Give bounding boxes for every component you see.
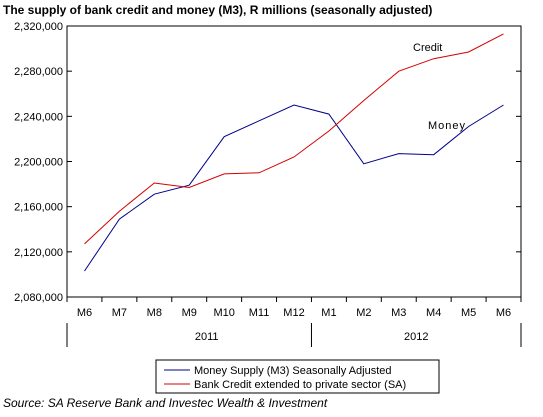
legend-box [155, 359, 440, 394]
x-tick-label: M8 [147, 307, 162, 319]
x-tick-label: M6 [496, 307, 511, 319]
plot-frame [66, 25, 522, 298]
y-tick-label: 2,120,000 [14, 247, 63, 259]
x-tick-label: M12 [283, 307, 304, 319]
chart-title: The supply of bank credit and money (M3)… [3, 3, 433, 17]
legend: Money Supply (M3) Seasonally Adjusted Ban… [155, 359, 440, 394]
x-tick-label: M11 [249, 307, 270, 319]
x-tick-label: M10 [213, 307, 234, 319]
year-label: 2012 [404, 331, 428, 343]
x-tick-label: M5 [461, 307, 476, 319]
x-tick-label: M9 [182, 307, 197, 319]
y-tick-label: 2,080,000 [14, 292, 63, 304]
x-tick-label: M6 [77, 307, 92, 319]
x-tick-label: M7 [112, 307, 127, 319]
axes: 2,080,000 2,120,000 2,160,000 2,200,000 2,24… [14, 21, 522, 347]
x-tick-label: M4 [426, 307, 441, 319]
series-line-credit [84, 33, 504, 245]
source-note: Source: SA Reserve Bank and Investec Wea… [3, 396, 328, 410]
legend-entry: Bank Credit extended to private sector (… [194, 379, 406, 391]
year-label: 2011 [195, 331, 219, 343]
y-tick-label: 2,200,000 [14, 157, 63, 169]
y-tick-label: 2,320,000 [14, 21, 63, 33]
x-tick-label: M2 [356, 307, 371, 319]
series-label-credit: Credit [413, 42, 442, 54]
legend-entry: Money Supply (M3) Seasonally Adjusted [194, 365, 392, 377]
x-tick-label: M1 [321, 307, 336, 319]
series-labels: Credit Money [413, 42, 466, 132]
x-tick-label: M3 [391, 307, 406, 319]
y-tick-label: 2,160,000 [14, 202, 63, 214]
y-tick-label: 2,280,000 [14, 66, 63, 78]
y-tick-label: 2,240,000 [14, 111, 63, 123]
series-label-money: Money [428, 120, 466, 132]
series-line-money [84, 104, 504, 272]
series-lines [84, 33, 504, 272]
